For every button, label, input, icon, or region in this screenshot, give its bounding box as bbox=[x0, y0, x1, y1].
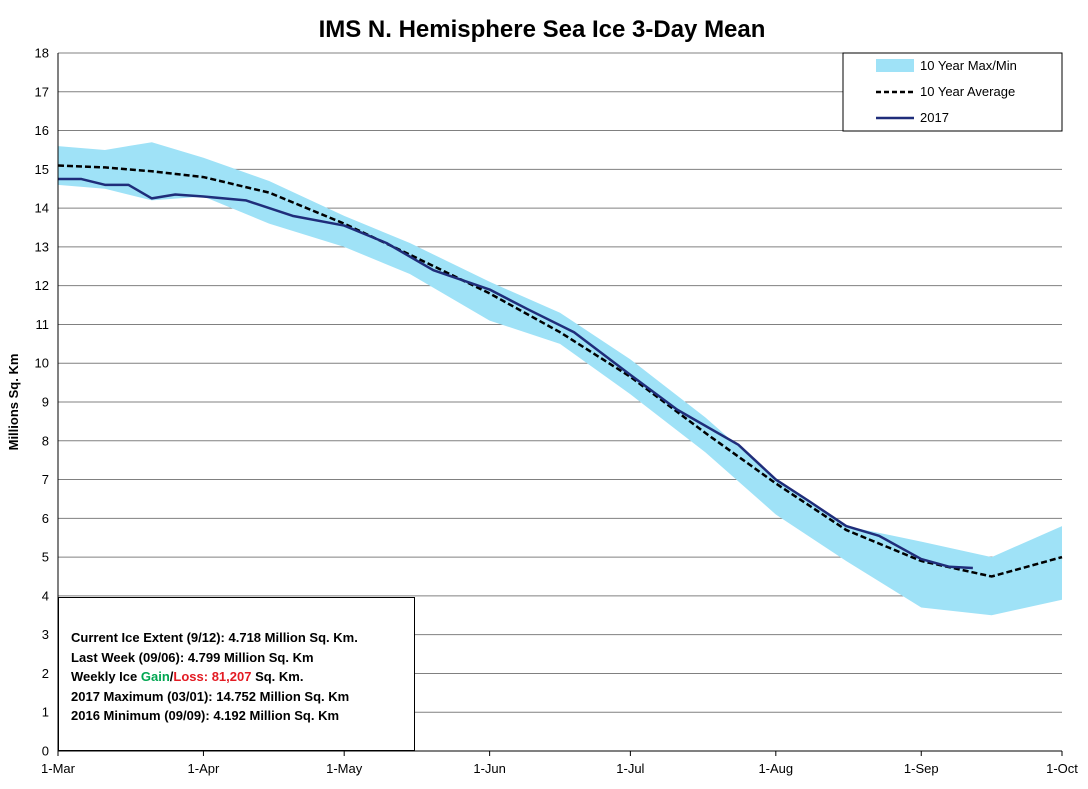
legend-label-current: 2017 bbox=[920, 110, 949, 125]
x-tick-label: 1-Jul bbox=[616, 761, 644, 776]
y-tick-label: 16 bbox=[35, 123, 49, 138]
x-tick-label: 1-Apr bbox=[188, 761, 220, 776]
stat-2017-maximum: 2017 Maximum (03/01): 14.752 Million Sq.… bbox=[71, 687, 414, 707]
current-year-line bbox=[58, 177, 973, 570]
stat-weekly-gain: Gain bbox=[140, 669, 170, 684]
y-tick-label: 2 bbox=[42, 666, 49, 681]
y-tick-label: 8 bbox=[42, 433, 49, 448]
x-tick-label: 1-Jun bbox=[473, 761, 506, 776]
stat-lastweek-label: Last Week (09/06): bbox=[71, 649, 185, 665]
y-tick-label: 13 bbox=[35, 239, 49, 254]
stat-weekly-loss: Loss: bbox=[173, 669, 209, 684]
stat-weekly-value: 81,207 bbox=[208, 669, 252, 684]
average-line bbox=[57, 164, 1063, 578]
y-tick-label: 18 bbox=[35, 46, 49, 61]
x-tick-label: 1-May bbox=[326, 761, 363, 776]
y-tick-label: 0 bbox=[42, 744, 49, 759]
y-tick-label: 9 bbox=[42, 395, 49, 410]
stat-lastweek-value: 4.799 Million Sq. Km bbox=[187, 649, 314, 665]
y-tick-label: 5 bbox=[42, 550, 49, 565]
current-year-series bbox=[58, 177, 973, 570]
band-area bbox=[58, 142, 1062, 616]
y-tick-label: 1 bbox=[42, 705, 49, 720]
x-tick-label: 1-Oct bbox=[1046, 761, 1078, 776]
x-tick-labels: 1-Mar 1-Apr 1-May 1-Jun 1-Jul 1-Aug 1-Sep 1-Oct bbox=[41, 761, 1078, 776]
stats-box: Current Ice Extent (9/12): 4.718 Million… bbox=[58, 597, 415, 751]
y-tick-label: 10 bbox=[35, 356, 49, 371]
stat-min-value: 4.192 Million Sq. Km bbox=[213, 708, 340, 723]
legend-label-band: 10 Year Max/Min bbox=[920, 58, 1017, 73]
stat-current-label: Current Ice Extent (9/12): bbox=[71, 630, 225, 645]
stat-weekly-change: Weekly Ice Gain/Loss: 81,207 Sq. Km. bbox=[71, 667, 414, 687]
x-tick-label: 1-Mar bbox=[41, 761, 76, 776]
legend-label-average: 10 Year Average bbox=[920, 84, 1015, 99]
y-tick-label: 12 bbox=[35, 278, 49, 293]
stat-weekly-prefix: Weekly Ice bbox=[71, 669, 141, 684]
y-tick-label: 14 bbox=[35, 201, 49, 216]
legend: 10 Year Max/Min 10 Year Average 2017 bbox=[842, 52, 1063, 132]
y-tick-label: 6 bbox=[42, 511, 49, 526]
max-min-band bbox=[58, 142, 1062, 616]
stat-weekly-sep: / bbox=[169, 669, 174, 684]
y-tick-label: 4 bbox=[42, 588, 49, 603]
stat-current-value: 4.718 Million Sq. Km. bbox=[228, 630, 358, 645]
y-tick-label: 7 bbox=[42, 472, 49, 487]
stat-current-extent: Current Ice Extent (9/12): 4.718 Million… bbox=[71, 628, 414, 648]
x-tick-label: 1-Sep bbox=[904, 761, 939, 776]
average-series bbox=[57, 164, 1063, 578]
chart-title: IMS N. Hemisphere Sea Ice 3-Day Mean bbox=[319, 16, 766, 43]
stat-weekly-suffix: Sq. Km. bbox=[251, 669, 304, 684]
stat-min-label: 2016 Minimum (09/09): bbox=[71, 708, 210, 723]
y-tick-label: 17 bbox=[35, 84, 49, 99]
y-axis-label: Millions Sq. Km bbox=[6, 354, 21, 451]
y-tick-label: 15 bbox=[35, 162, 49, 177]
y-tick-label: 3 bbox=[42, 627, 49, 642]
stat-max-label: 2017 Maximum (03/01): bbox=[71, 688, 213, 704]
stat-last-week: Last Week (09/06): 4.799 Million Sq. Km bbox=[71, 648, 414, 668]
x-tick-label: 1-Aug bbox=[758, 761, 793, 776]
legend-swatch-band bbox=[876, 59, 914, 72]
stat-2016-minimum: 2016 Minimum (09/09): 4.192 Million Sq. … bbox=[71, 706, 414, 726]
stat-max-value: 14.752 Million Sq. Km bbox=[216, 688, 350, 704]
y-tick-label: 11 bbox=[36, 317, 50, 332]
